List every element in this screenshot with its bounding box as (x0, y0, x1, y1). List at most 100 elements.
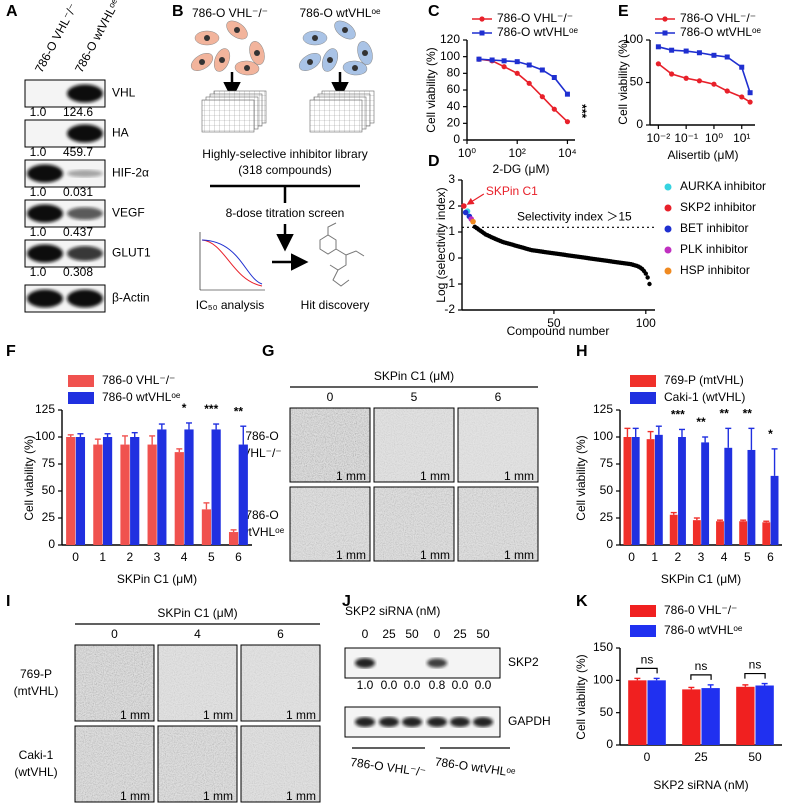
y-tick-label: 80 (447, 66, 461, 80)
data-point (711, 81, 717, 87)
blot-quant: 1.0 (357, 678, 374, 692)
error-bar (670, 511, 677, 515)
error-bar (122, 435, 129, 445)
error-bar (748, 427, 755, 450)
micrograph (290, 408, 370, 482)
bar (157, 429, 167, 545)
image-column-label: 0 (111, 627, 118, 641)
error-bar (647, 430, 654, 440)
scale-label: 1 mm (120, 789, 150, 803)
bar (716, 521, 724, 545)
blot-band (402, 717, 422, 727)
lane-label: 50 (405, 627, 419, 641)
x-axis-label: Compound number (507, 324, 610, 338)
x-tick-label: 10² (509, 146, 526, 160)
lane-label: 25 (453, 627, 467, 641)
y-tick-label: 100 (440, 49, 460, 63)
y-tick-label: -2 (444, 302, 455, 316)
scale-label: 1 mm (336, 469, 366, 483)
panel-label: K (576, 593, 588, 610)
bar (736, 686, 755, 745)
group-label: 786-O wtVHLᵒᵉ (434, 755, 517, 780)
data-point (696, 50, 702, 56)
scale-label: 1 mm (203, 708, 233, 722)
data-point (470, 218, 476, 225)
data-point (551, 75, 557, 80)
x-tick-label: 5 (208, 550, 215, 564)
y-tick-label: 0 (48, 537, 55, 551)
legend-label: 769-P (mtVHL) (664, 373, 744, 387)
legend-marker (664, 225, 672, 233)
y-axis-label: Cell viability (%) (574, 654, 588, 739)
legend-swatch (68, 392, 94, 404)
error-bar (725, 427, 732, 448)
nucleus (352, 65, 358, 71)
data-point (501, 58, 507, 64)
bar (762, 522, 771, 545)
data-point (647, 281, 652, 287)
significance: ** (234, 404, 244, 418)
error-bar (653, 677, 660, 681)
blot-row-label: GLUT1 (112, 246, 151, 260)
cell-line-label: 786-O VHL⁻/⁻ (192, 6, 268, 20)
blot-row-label: β-Actin (112, 291, 150, 305)
error-bar (230, 529, 237, 533)
blot-quant: 0.031 (63, 185, 93, 199)
error-bar (77, 433, 84, 437)
error-bar (632, 427, 639, 437)
data-point (526, 62, 532, 68)
data-point (539, 67, 545, 73)
x-tick-label: 10⁻² (647, 131, 671, 145)
x-tick-label: 10⁴ (558, 146, 577, 160)
y-tick-label: 125 (593, 402, 613, 416)
y-tick-label: 0 (636, 117, 643, 131)
data-point (564, 119, 571, 125)
y-tick-label: 20 (447, 116, 461, 130)
image-column-label: 5 (411, 390, 418, 404)
y-tick-label: 75 (600, 456, 614, 470)
blot-quant: 1.0 (30, 185, 47, 199)
image-column-label: 6 (277, 627, 284, 641)
bar (93, 444, 103, 545)
significance: ns (695, 659, 708, 673)
image-row-label: 786-O (245, 508, 278, 522)
legend-label: 786-0 wtVHLᵒᵉ (664, 623, 743, 637)
significance: *** (575, 104, 589, 118)
significance: ** (743, 407, 753, 421)
legend-marker (664, 204, 672, 212)
blot-row-label: VHL (112, 86, 136, 100)
error-bar (688, 686, 695, 690)
y-tick-label: 150 (593, 640, 613, 654)
micrograph (374, 487, 454, 561)
error-bar (742, 684, 749, 687)
data-point (696, 78, 703, 84)
micrograph-frame (373, 407, 455, 483)
nucleus (199, 59, 205, 65)
error-bar (707, 684, 714, 689)
nucleus (327, 57, 333, 63)
error-bar (149, 435, 156, 445)
legend-marker (662, 30, 668, 36)
x-tick-label: 10¹ (733, 131, 750, 145)
x-tick-label: 4 (721, 550, 728, 564)
bar (628, 680, 647, 745)
x-tick-label: 6 (235, 550, 242, 564)
x-tick-label: 3 (698, 550, 705, 564)
micrograph-frame (457, 486, 539, 562)
molecule (319, 222, 365, 287)
scale-label: 1 mm (286, 708, 316, 722)
micrograph (241, 645, 320, 721)
micrograph (158, 726, 237, 802)
micrograph-frame (289, 486, 371, 562)
nucleus (234, 27, 240, 33)
legend-marker (479, 16, 485, 22)
error-bar (176, 448, 183, 453)
data-point (669, 47, 675, 53)
blot-column-label: 786-O wtVHLᵒᵉ (72, 0, 123, 75)
lane-label: 25 (382, 627, 396, 641)
library-count: (318 compounds) (238, 163, 331, 177)
library-label: Highly-selective inhibitor library (202, 147, 367, 161)
legend-marker (662, 16, 668, 22)
x-tick-label: 1 (99, 550, 106, 564)
legend-label: 786-O VHL⁻/⁻ (497, 11, 573, 25)
